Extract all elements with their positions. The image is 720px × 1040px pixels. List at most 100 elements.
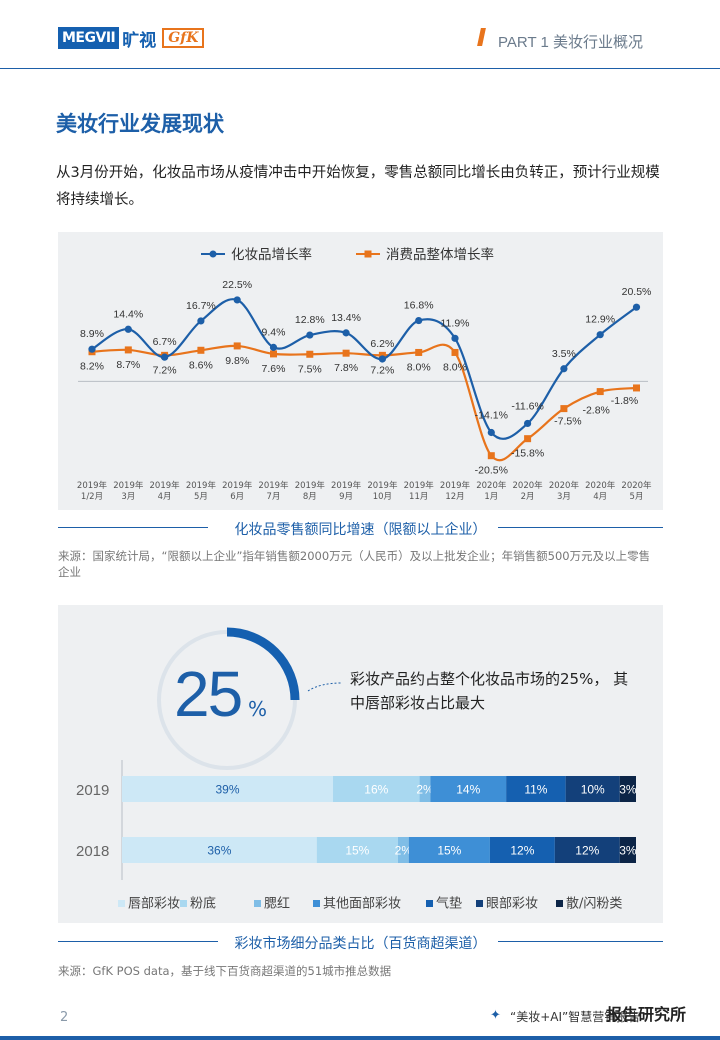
legend-label: 消费品整体增长率 <box>386 246 494 263</box>
bar-data-label: 2% <box>395 844 413 858</box>
x-tick-label: 2019年 <box>404 480 435 491</box>
cosmetics-point <box>596 331 604 339</box>
x-tick-label: 2019年 <box>222 480 253 491</box>
bar-data-label: 36% <box>207 844 231 858</box>
consumer-point <box>342 349 350 357</box>
consumer-data-label: 7.6% <box>262 363 286 375</box>
consumer-point <box>415 348 423 356</box>
x-tick-label: 3月 <box>557 492 571 502</box>
bar-data-label: 3% <box>619 844 637 858</box>
cosmetics-point <box>560 365 568 373</box>
cosmetics-point <box>342 329 350 337</box>
chart1-caption-text: 化妆品零售额同比增速（限额以上企业） <box>226 522 495 538</box>
line-chart-panel: 化妆品增长率 消费品整体增长率 8.9% 14.4% 6.7% 16.7% 22.5% 9.4… <box>58 232 663 510</box>
caption-line-left <box>58 941 218 942</box>
cosmetics-data-label: 6.2% <box>370 338 394 350</box>
bar-segment <box>122 776 334 802</box>
x-tick-label: 2020年 <box>585 480 616 491</box>
bar-segment <box>333 776 420 802</box>
legend-swatch <box>476 900 483 907</box>
footer-report-name: “美妆+AI”智慧营销报告 <box>510 1010 641 1024</box>
logo: MEGVII 旷视 GfK <box>58 26 205 51</box>
bar-data-label: 16% <box>364 783 388 797</box>
bar-data-label: 12% <box>510 844 534 858</box>
chart2-caption: 彩妆市场细分品类占比（百货商超渠道） <box>58 929 663 955</box>
consumer-data-label: 8.0% <box>407 361 431 373</box>
bar-segment <box>122 837 317 863</box>
x-tick-label: 6月 <box>230 492 244 502</box>
bar-segment <box>430 776 507 802</box>
gauge-arc <box>226 627 300 701</box>
star-icon: ✦ <box>490 1008 501 1023</box>
consumer-data-label: 7.8% <box>334 362 358 374</box>
consumer-data-label: -15.8% <box>511 448 544 460</box>
consumer-data-label: -1.8% <box>611 395 638 407</box>
consumer-data-label: 8.0% <box>443 361 467 373</box>
cosmetics-data-label: 6.7% <box>153 336 177 348</box>
x-tick-label: 5月 <box>630 492 644 502</box>
cosmetics-point <box>415 316 423 325</box>
x-tick-label: 2019年 <box>331 480 362 491</box>
bar-data-label: 39% <box>215 783 239 797</box>
bar-data-label: 15% <box>345 844 369 858</box>
bar-data-label: 14% <box>456 783 480 797</box>
bar-data-label: 15% <box>437 844 461 858</box>
cosmetics-data-label: 16.7% <box>186 300 216 312</box>
cosmetics-data-label: 14.4% <box>113 308 143 320</box>
bar-segment <box>554 837 620 863</box>
bar-data-label: 10% <box>581 783 605 797</box>
x-tick-label: 2019年 <box>113 480 144 491</box>
consumer-point <box>524 435 532 443</box>
legend-swatch <box>254 900 261 907</box>
cosmetics-data-label: 9.4% <box>262 326 286 338</box>
bar-data-label: 2% <box>416 783 434 797</box>
chart2-caption-text: 彩妆市场细分品类占比（百货商超渠道） <box>226 936 495 952</box>
consumer-point <box>124 346 132 354</box>
x-tick-label: 10月 <box>373 492 392 502</box>
consumer-point <box>487 452 495 460</box>
cosmetics-point <box>233 296 241 304</box>
x-tick-label: 2月 <box>521 492 535 502</box>
megvii-logo: MEGVII <box>58 27 120 49</box>
gauge-unit: % <box>248 697 268 721</box>
stacked-bar-chart: 2019 39% 16% 2% 14% 11% 10% 3% 2018 36% 15% 2% 15% 12… <box>76 760 637 912</box>
consumer-data-label: 7.5% <box>298 363 322 375</box>
cosmetics-point <box>524 419 532 428</box>
cosmetics-data-label: 3.5% <box>552 348 576 360</box>
legend-swatch <box>118 900 125 907</box>
consumer-data-label: 8.6% <box>189 359 213 371</box>
cosmetics-growth-line <box>91 298 638 440</box>
consumer-data-label: 8.2% <box>80 361 104 373</box>
chart1-caption: 化妆品零售额同比增速（限额以上企业） <box>58 515 663 541</box>
x-tick-label: 2020年 <box>476 480 507 491</box>
page-number: 2 <box>60 1010 69 1025</box>
gauge-connector <box>307 682 343 692</box>
cosmetics-data-label: 22.5% <box>222 279 252 291</box>
x-tick-label: 2020年 <box>513 480 544 491</box>
section-title: 美妆行业发展现状 <box>56 112 224 136</box>
consumer-point <box>378 351 386 359</box>
x-tick-label: 3月 <box>121 492 135 502</box>
legend-label: 腮红 <box>264 896 290 912</box>
footer-brand: 报告研究所 <box>606 1005 687 1024</box>
cosmetics-point <box>487 428 495 437</box>
x-tick-label: 2019年 <box>150 480 181 491</box>
consumer-point <box>451 348 459 356</box>
bar-segment <box>489 837 555 863</box>
category-label: 2018 <box>76 843 109 860</box>
caption-line-right <box>498 527 663 528</box>
x-tick-label: 1/2月 <box>81 492 103 502</box>
x-tick-label: 12月 <box>445 492 464 502</box>
consumer-data-label: -7.5% <box>554 416 581 428</box>
x-tick-label: 5月 <box>194 492 208 502</box>
consumer-point <box>560 405 568 413</box>
consumer-data-label: 7.2% <box>370 364 394 376</box>
bar-segment <box>619 776 636 802</box>
legend-swatch-marker <box>364 250 372 258</box>
x-tick-label: 2019年 <box>367 480 398 491</box>
x-tick-label: 4月 <box>593 492 607 502</box>
consumer-point <box>233 342 241 350</box>
legend-label: 眼部彩妆 <box>486 897 538 912</box>
part-marker-icon <box>477 28 486 46</box>
legend-label: 粉底 <box>190 896 216 912</box>
